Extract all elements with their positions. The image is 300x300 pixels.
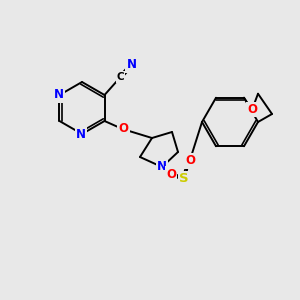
Text: N: N — [157, 160, 167, 173]
Text: C: C — [117, 72, 124, 82]
Text: N: N — [53, 88, 64, 101]
Text: O: O — [247, 103, 257, 116]
Text: N: N — [76, 128, 86, 140]
Text: O: O — [166, 167, 176, 181]
Text: O: O — [185, 154, 195, 167]
Text: O: O — [118, 122, 128, 136]
Text: S: S — [179, 172, 189, 185]
Text: N: N — [127, 58, 136, 71]
